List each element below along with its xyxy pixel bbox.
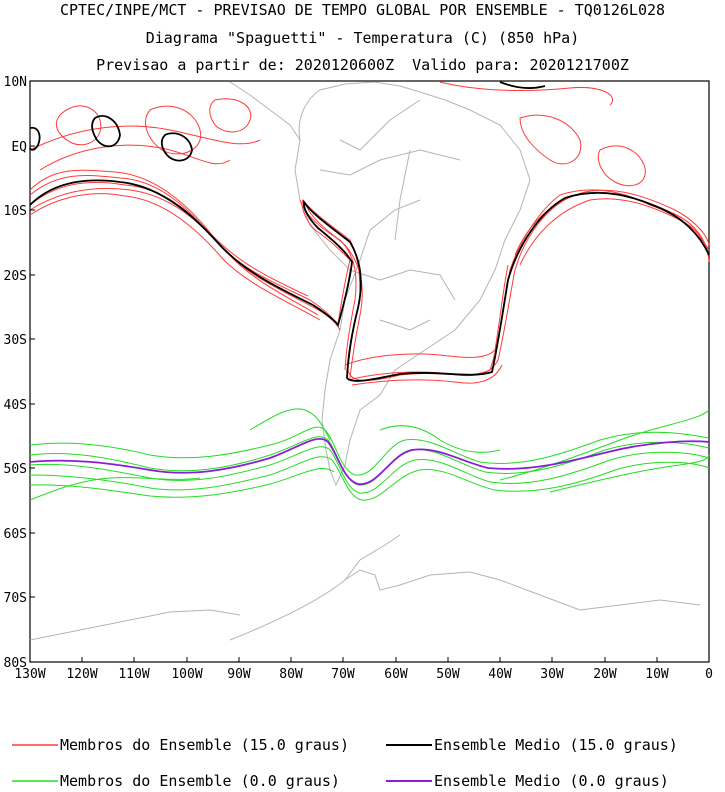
lat-label: 60S (4, 527, 27, 542)
mean-contour-0 (29, 437, 710, 485)
lon-label: 130W (14, 667, 45, 682)
forecast-validity: Previsao a partir de: 2020120600Z Valido… (96, 56, 629, 74)
member-contours-15 (29, 81, 710, 386)
lon-label: 10W (645, 667, 669, 682)
member-contours-0 (29, 408, 710, 501)
lat-label: 20S (4, 269, 27, 284)
lon-label: 100W (171, 667, 202, 682)
lon-label: 80W (279, 667, 303, 682)
lat-label: 30S (4, 333, 27, 348)
lon-label: 50W (436, 667, 460, 682)
map-frame (29, 80, 710, 663)
legend-label-mean-15: Ensemble Medio (15.0 graus) (434, 736, 678, 754)
lon-label: 20W (593, 667, 617, 682)
lat-label: 80S (4, 656, 27, 671)
legend-label-member-0: Membros do Ensemble (0.0 graus) (60, 772, 340, 790)
chart-subtitle: Diagrama "Spaguetti" - Temperatura (C) (… (145, 29, 580, 47)
coastlines (29, 81, 701, 641)
lon-label: 110W (118, 667, 149, 682)
lon-label: 0 (705, 667, 713, 682)
lat-label: 10N (4, 75, 27, 90)
axis-ticks (29, 80, 710, 663)
chart-title: CPTEC/INPE/MCT - PREVISAO DE TEMPO GLOBA… (59, 1, 666, 19)
legend-swatches (12, 744, 432, 782)
legend-label-member-15: Membros do Ensemble (15.0 graus) (60, 736, 349, 754)
lat-label: 40S (4, 398, 27, 413)
lon-label: 120W (66, 667, 97, 682)
lat-label: 70S (4, 591, 27, 606)
mean-contour-15 (29, 81, 710, 382)
legend-label-mean-0: Ensemble Medio (0.0 graus) (434, 772, 669, 790)
lon-label: 30W (540, 667, 564, 682)
lat-label: EQ (11, 140, 27, 155)
lon-label: 40W (488, 667, 512, 682)
lon-label: 90W (227, 667, 251, 682)
lat-label: 50S (4, 462, 27, 477)
lon-label: 70W (331, 667, 355, 682)
lat-label: 10S (4, 204, 27, 219)
lon-label: 60W (384, 667, 408, 682)
